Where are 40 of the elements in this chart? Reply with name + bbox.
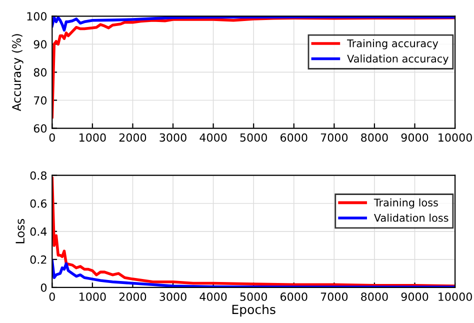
legend-label: Validation accuracy (347, 54, 448, 65)
y-axis-title: Accuracy (%) (12, 34, 24, 112)
x-tick-label: 3000 (160, 133, 186, 142)
x-tick-label: 4000 (200, 292, 227, 301)
y-tick-label: 0 (40, 283, 47, 292)
x-tick-label: 6000 (280, 292, 308, 301)
x-tick-label: 2000 (119, 292, 146, 301)
x-tick-label: 10000 (438, 133, 472, 142)
x-tick-label: 0 (49, 292, 55, 301)
x-tick-label: 9000 (401, 133, 428, 142)
y-tick-label: 80 (34, 68, 47, 77)
legend-label: Validation loss (374, 214, 448, 222)
y-tick-label: 0.6 (30, 199, 47, 208)
x-tick-label: 0 (49, 133, 55, 142)
y-tick-label: 100 (27, 12, 47, 21)
x-tick-label: 9000 (401, 292, 428, 301)
x-tick-label: 6000 (280, 133, 308, 142)
x-tick-label: 8000 (361, 292, 388, 301)
y-tick-label: 60 (34, 124, 47, 133)
x-tick-label: 3000 (160, 292, 186, 301)
x-tick-label: 4000 (200, 133, 227, 142)
y-tick-label: 70 (34, 96, 47, 105)
x-tick-label: 8000 (361, 133, 388, 142)
y-tick-label: 0.2 (30, 255, 46, 264)
y-axis-title: Loss (16, 219, 25, 244)
x-tick-label: 5000 (240, 133, 267, 142)
x-tick-label: 7000 (320, 292, 348, 301)
x-tick-label: 1000 (80, 292, 106, 301)
x-axis-title: Epochs (232, 304, 276, 317)
legend-label: Training accuracy (347, 39, 438, 50)
line-series (52, 176, 456, 288)
legend-label: Training loss (374, 198, 438, 209)
y-tick-label: 90 (34, 40, 47, 49)
x-tick-label: 5000 (240, 292, 267, 301)
y-tick-label: 0.4 (30, 227, 47, 236)
x-tick-label: 10000 (438, 292, 472, 301)
x-tick-label: 2000 (119, 133, 146, 142)
x-tick-label: 1000 (80, 133, 106, 142)
x-tick-label: 7000 (320, 133, 348, 142)
y-tick-label: 0.8 (30, 171, 47, 180)
